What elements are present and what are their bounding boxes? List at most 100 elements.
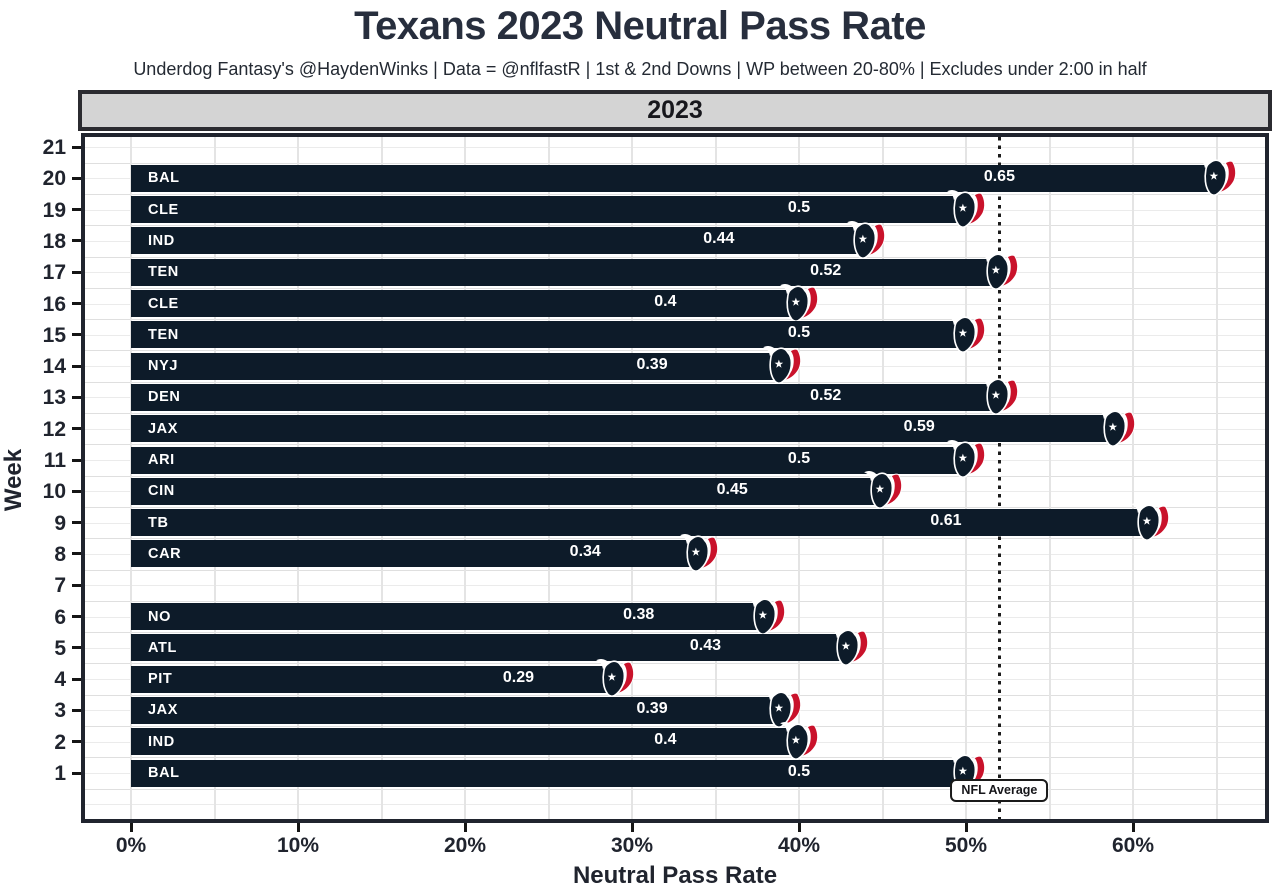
h-gridline <box>85 804 1265 806</box>
y-tick-mark <box>72 208 81 212</box>
x-tick-label: 30% <box>610 834 654 857</box>
h-gridline <box>85 162 1265 164</box>
bar-value-label: 0.61 <box>930 512 962 530</box>
y-tick-label: 18 <box>42 229 66 253</box>
y-tick-label: 10 <box>42 480 66 504</box>
y-tick-label: 1 <box>54 762 66 785</box>
texans-bull-icon <box>863 471 902 510</box>
opponent-label: JAX <box>148 702 179 719</box>
bar-value-label: 0.59 <box>903 418 935 436</box>
opponent-label: JAX <box>148 420 179 437</box>
y-tick-mark <box>72 395 81 399</box>
h-gridline <box>85 225 1265 227</box>
texans-bull-icon <box>830 627 869 666</box>
x-tick-mark <box>630 823 634 832</box>
y-tick-label: 7 <box>54 574 66 598</box>
y-tick-label: 3 <box>54 699 66 723</box>
opponent-label: CIN <box>148 483 175 500</box>
chart-subtitle: Underdog Fantasy's @HaydenWinks | Data =… <box>133 59 1147 79</box>
v-gridline <box>1132 137 1134 819</box>
y-tick-mark <box>72 145 81 149</box>
nfl-average-line <box>997 137 1001 819</box>
h-gridline <box>85 350 1265 352</box>
x-tick-mark <box>1131 823 1135 832</box>
y-tick-mark <box>72 771 81 775</box>
pass-rate-bar: CIN <box>131 477 883 505</box>
texans-bull-icon <box>679 533 718 572</box>
pass-rate-bar: ARI <box>131 446 966 474</box>
h-gridline <box>85 694 1265 696</box>
x-tick-mark <box>296 823 300 832</box>
opponent-label: CLE <box>148 201 179 218</box>
chart-title: Texans 2023 Neutral Pass Rate <box>354 4 926 48</box>
v-gridline <box>965 137 967 819</box>
x-tick-mark <box>463 823 467 832</box>
h-gridline <box>85 679 1265 681</box>
h-gridline <box>85 569 1265 571</box>
pass-rate-bar: PIT <box>131 665 616 693</box>
x-tick-label: 20% <box>443 834 487 857</box>
pass-rate-bar: CLE <box>131 290 799 317</box>
bar-value-label: 0.4 <box>654 731 677 749</box>
pass-rate-bar: TB <box>131 509 1150 537</box>
y-tick-label: 14 <box>42 355 66 379</box>
bar-row: NYJ 0.39 <box>85 346 1265 385</box>
bar-row: PIT 0.29 <box>85 659 1265 698</box>
bar-value-label: 0.39 <box>636 699 668 717</box>
v-gridline <box>1048 137 1051 819</box>
y-tick-label: 9 <box>54 511 66 535</box>
y-tick-label: 13 <box>42 386 66 410</box>
y-tick-mark <box>72 552 81 556</box>
y-tick-mark <box>72 270 81 274</box>
y-tick-label: 8 <box>54 542 66 566</box>
bar-value-label: 0.38 <box>623 606 655 623</box>
pass-rate-bar: TEN <box>131 258 1000 286</box>
bar-row: JAX 0.59 <box>85 408 1265 447</box>
h-gridline <box>85 585 1265 587</box>
x-tick-mark <box>797 823 801 832</box>
y-axis: 21 20 19 18 17 16 15 14 13 12 11 10 9 8 7 6 5 4 3 2 1 <box>0 136 81 819</box>
texans-bull-icon <box>947 189 986 228</box>
y-tick-label: 5 <box>54 636 66 660</box>
bar-value-label: 0.45 <box>716 480 748 498</box>
bar-row: DEN 0.52 <box>85 377 1265 416</box>
bar-row: CAR 0.34 <box>85 533 1265 572</box>
bar-value-label: 0.39 <box>636 355 668 373</box>
pass-rate-bar: ATL <box>131 634 850 662</box>
pass-rate-bar: NO <box>131 603 766 630</box>
bar-row: JAX 0.39 <box>85 690 1265 729</box>
pass-rate-bar: NYJ <box>131 352 783 380</box>
pass-rate-bar: JAX <box>131 696 783 724</box>
texans-bull-icon <box>1130 502 1169 541</box>
pass-rate-bar: JAX <box>131 415 1117 443</box>
h-gridline <box>85 820 1265 821</box>
pass-rate-bar: TEN <box>131 321 966 349</box>
y-tick-mark <box>72 615 81 618</box>
y-tick-mark <box>72 708 81 712</box>
bar-value-label: 0.4 <box>654 293 677 310</box>
texans-bull-icon <box>780 721 819 760</box>
opponent-label: CLE <box>148 295 179 312</box>
y-tick-mark <box>72 521 81 525</box>
y-tick-label: 17 <box>42 261 66 285</box>
bar-row: BAL 0.5 <box>85 753 1265 791</box>
bar-value-label: 0.52 <box>810 261 842 279</box>
texans-bull-icon <box>596 659 635 698</box>
x-tick-mark <box>129 823 133 832</box>
opponent-label: NO <box>148 608 171 625</box>
texans-bull-icon <box>763 346 802 385</box>
bar-value-label: 0.44 <box>703 230 735 248</box>
bar-row: BAL 0.65 <box>85 158 1265 197</box>
opponent-label: DEN <box>148 389 181 406</box>
v-gridline <box>1215 137 1218 819</box>
texans-bull-icon <box>947 314 986 353</box>
h-gridline <box>85 788 1265 790</box>
y-tick-mark <box>72 458 81 462</box>
texans-bull-icon <box>1197 158 1236 197</box>
y-tick-label: 19 <box>42 198 66 222</box>
bar-value-label: 0.52 <box>810 386 842 404</box>
y-tick-label: 4 <box>54 668 66 692</box>
y-tick-mark <box>72 583 81 587</box>
plot-panel: BAL 0.65 CLE 0.5 IND 0.44 TEN 0.52 CLE 0.4 TE… <box>81 133 1269 823</box>
texans-bull-icon <box>763 690 802 729</box>
